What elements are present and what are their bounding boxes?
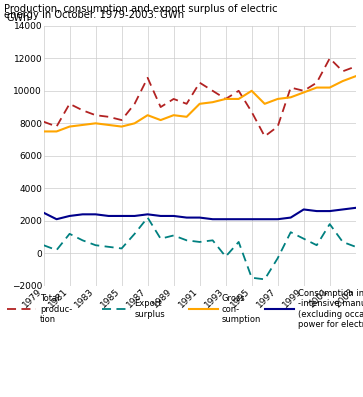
Text: energy in October. 1979-2003. GWh: energy in October. 1979-2003. GWh <box>4 10 184 20</box>
Text: Total
produc-
tion: Total produc- tion <box>40 294 72 324</box>
Text: GWh: GWh <box>6 13 29 23</box>
Text: Production, consumption and export surplus of electric: Production, consumption and export surpl… <box>4 4 277 14</box>
Text: Consumption in energy
-intensive manufacturing
(excluding occasional
power for e: Consumption in energy -intensive manufac… <box>298 289 363 329</box>
Text: Export
surplus: Export surplus <box>134 299 165 319</box>
Text: Gross
con-
sumption: Gross con- sumption <box>221 294 261 324</box>
